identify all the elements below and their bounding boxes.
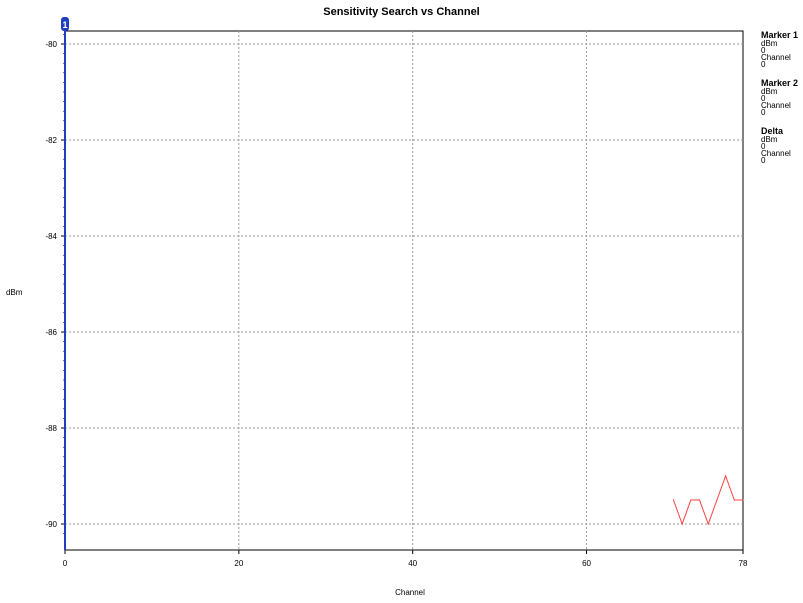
marker-1-flag bbox=[61, 17, 69, 31]
data-point bbox=[742, 499, 744, 501]
marker-1-unit-value: 0 bbox=[761, 46, 766, 55]
chart-title: Sensitivity Search vs Channel bbox=[323, 6, 480, 18]
series-line bbox=[672, 474, 743, 526]
marker-1-axis-value: 0 bbox=[761, 60, 766, 69]
data-point bbox=[733, 499, 735, 501]
marker-1-readout: Marker 1 dBm 0 Channel 0 bbox=[761, 30, 803, 69]
delta-axis-label: Channel bbox=[761, 149, 791, 158]
x-axis-label: Channel bbox=[395, 588, 425, 597]
x-tick-label: 60 bbox=[582, 559, 591, 568]
x-tick-label: 78 bbox=[739, 559, 748, 568]
marker-readout-panel: Marker 1 dBm 0 Channel 0 Marker 2 dBm 0 … bbox=[761, 31, 803, 175]
y-axis-label: dBm bbox=[6, 288, 23, 297]
y-tick-label: -82 bbox=[45, 136, 57, 145]
x-tick-label: 40 bbox=[408, 559, 417, 568]
data-point bbox=[725, 475, 727, 477]
marker-2-axis-value: 0 bbox=[761, 108, 766, 117]
y-tick-label: -86 bbox=[45, 328, 57, 337]
marker-1-axis-label: Channel bbox=[761, 53, 791, 62]
x-tick-label: 20 bbox=[234, 559, 243, 568]
plot-frame bbox=[64, 30, 744, 551]
delta-unit-label: dBm bbox=[761, 135, 778, 144]
x-tick-label: 0 bbox=[63, 559, 68, 568]
delta-readout: Delta dBm 0 Channel 0 bbox=[761, 126, 803, 165]
marker-1-unit-label: dBm bbox=[761, 39, 778, 48]
data-point bbox=[690, 499, 692, 501]
delta-axis-value: 0 bbox=[761, 156, 766, 165]
y-tick-label: -90 bbox=[45, 520, 57, 529]
delta-heading: Delta bbox=[761, 126, 784, 136]
data-point bbox=[716, 499, 718, 501]
data-point bbox=[707, 523, 709, 525]
marker-2-unit-label: dBm bbox=[761, 87, 778, 96]
y-tick-label: -80 bbox=[45, 40, 57, 49]
y-tick-label: -88 bbox=[45, 424, 57, 433]
marker-2-heading: Marker 2 bbox=[761, 78, 799, 88]
data-point bbox=[672, 499, 675, 501]
data-point bbox=[681, 523, 683, 525]
marker-1-heading: Marker 1 bbox=[761, 30, 799, 40]
data-point bbox=[698, 499, 701, 501]
y-tick-label: -84 bbox=[45, 232, 57, 241]
marker-2-unit-value: 0 bbox=[761, 94, 766, 103]
marker-2-axis-label: Channel bbox=[761, 101, 791, 110]
marker-2-readout: Marker 2 dBm 0 Channel 0 bbox=[761, 78, 803, 117]
marker-1-flag-label: 1 bbox=[62, 20, 67, 30]
delta-unit-value: 0 bbox=[761, 142, 766, 151]
